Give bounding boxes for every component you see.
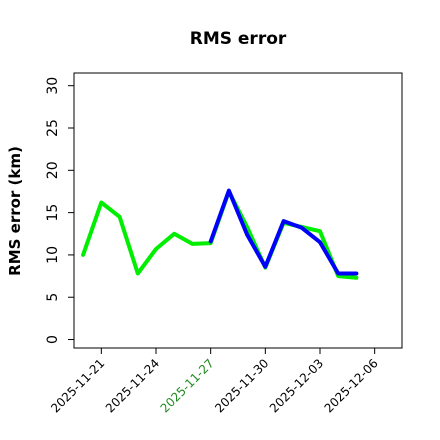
- y-tick-label: 25: [45, 119, 61, 137]
- series-line-1: [208, 188, 359, 276]
- y-axis-label: RMS error (km): [6, 146, 24, 276]
- x-tick-label: 2025-12-06: [322, 356, 381, 415]
- plot-frame: [73, 72, 403, 349]
- x-tick-label: 2025-11-21: [48, 356, 107, 415]
- y-tick-label: 30: [45, 77, 61, 95]
- x-axis: 2025-11-212025-11-242025-11-272025-11-30…: [48, 348, 381, 415]
- y-tick-label: 20: [45, 161, 61, 179]
- x-tick-label: 2025-12-03: [267, 356, 326, 415]
- y-axis: 0 5 10 15 20 25 30: [45, 77, 74, 344]
- series-layer: [81, 188, 359, 280]
- x-tick-label: 2025-11-30: [212, 356, 271, 415]
- series-line-0: [81, 189, 359, 280]
- y-tick-label: 10: [45, 246, 61, 264]
- x-tick-label: 2025-11-24: [103, 356, 162, 415]
- y-tick-label: 0: [45, 335, 61, 344]
- y-tick-label: 5: [45, 293, 61, 302]
- y-tick-label: 15: [45, 204, 61, 222]
- x-tick-label: 2025-11-27: [158, 356, 217, 415]
- chart-title: RMS error: [190, 29, 287, 49]
